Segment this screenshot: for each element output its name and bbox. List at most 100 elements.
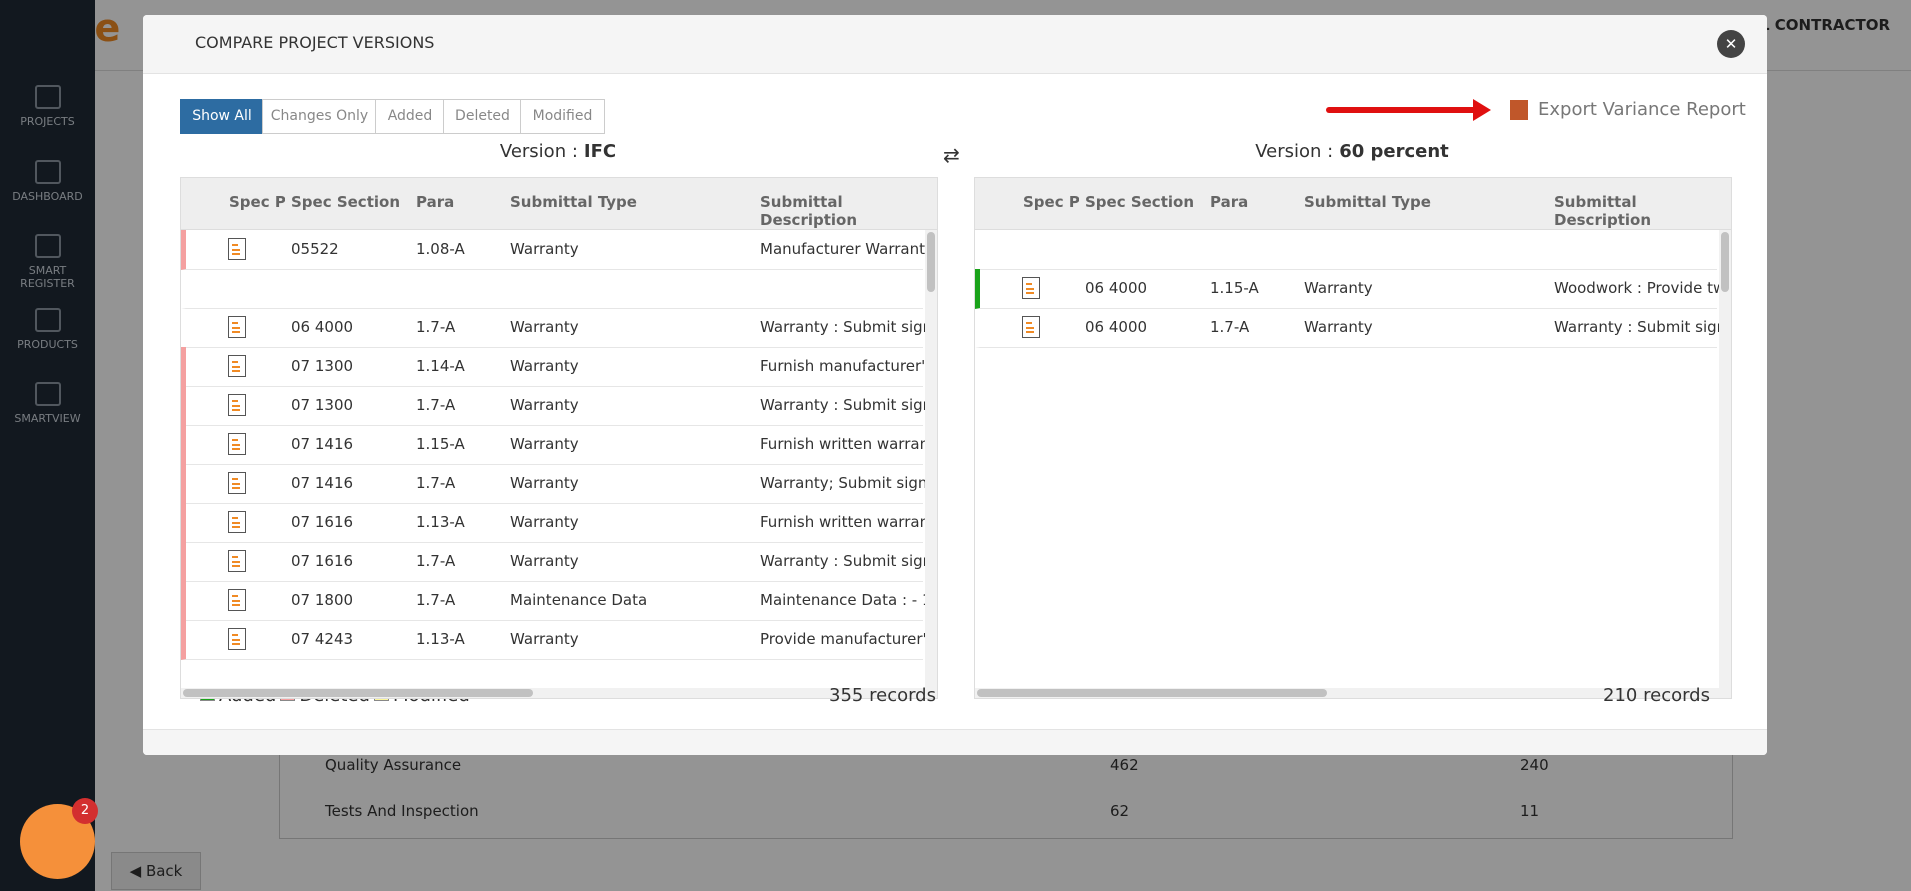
table-cell: Maintenance Data bbox=[510, 591, 648, 609]
swap-icon[interactable]: ⇄ bbox=[943, 143, 960, 167]
column-header: Submittal Description bbox=[760, 193, 858, 229]
table-cell: 1.14-A bbox=[416, 357, 465, 375]
modal: COMPARE PROJECT VERSIONS ✕ Export Varian… bbox=[143, 15, 1767, 755]
doc-icon[interactable] bbox=[228, 589, 246, 611]
table-row[interactable]: 07 4243 1.13-A Warranty Provide manufacture… bbox=[181, 620, 930, 660]
column-header: Para bbox=[1210, 193, 1249, 211]
user-name[interactable]: L CONTRACTOR bbox=[1760, 16, 1891, 34]
table-row[interactable]: 07 1616 1.13-A Warranty Furnish written war… bbox=[181, 503, 930, 543]
table-cell: Maintenance Data : - 1. bbox=[760, 591, 930, 609]
table-cell: Warranty; Submit signe bbox=[760, 474, 930, 492]
h-thumb bbox=[977, 689, 1327, 697]
table-cell: Warranty bbox=[1304, 279, 1373, 297]
export-link[interactable]: Export Variance Report bbox=[1510, 99, 1746, 120]
table-row[interactable]: 07 1416 1.7-A Warranty Warranty; Submit sig… bbox=[181, 464, 930, 504]
table-header: Spec Pl Spec Section Para Submittal Type Sub… bbox=[975, 178, 1731, 230]
table-cell: Warranty bbox=[510, 240, 579, 258]
background-cell: 240 bbox=[1520, 756, 1549, 774]
table-cell: 06 4000 bbox=[291, 318, 354, 336]
table-header: Spec Pl Spec Section Para Submittal Type Sub… bbox=[181, 178, 937, 230]
table-cell: 06 4000 bbox=[1085, 279, 1148, 297]
doc-icon[interactable] bbox=[228, 472, 246, 494]
doc-icon[interactable] bbox=[228, 316, 246, 338]
doc-icon[interactable] bbox=[1022, 277, 1040, 299]
red-arrow bbox=[1326, 107, 1476, 113]
table-cell: 1.15-A bbox=[416, 435, 465, 453]
table-row[interactable]: 06 4000 1.15-A Warranty Woodwork : Provide … bbox=[975, 269, 1724, 309]
nav-item[interactable]: PROJECTS bbox=[0, 85, 95, 128]
v-thumb bbox=[1721, 232, 1729, 292]
nav-item[interactable]: SMART REGISTER bbox=[0, 234, 95, 290]
export-label: Export Variance Report bbox=[1538, 99, 1746, 120]
filter-button[interactable]: Deleted bbox=[443, 99, 522, 134]
table-row[interactable]: 06 4000 1.7-A Warranty Warranty : Submit si… bbox=[975, 308, 1724, 348]
background-cell: 62 bbox=[1110, 802, 1130, 820]
table-cell: 1.7-A bbox=[416, 396, 456, 414]
h-thumb bbox=[183, 689, 533, 697]
table-cell: 07 1616 bbox=[291, 552, 354, 570]
back-label: Back bbox=[145, 862, 183, 880]
chat-badge: 2 bbox=[72, 798, 98, 824]
chat-button[interactable]: 2 bbox=[20, 798, 98, 879]
table-cell: Warranty : Submit signe bbox=[760, 552, 930, 570]
background-table: Quality Assurance 462 240 Tests And Inspect… bbox=[279, 745, 1733, 839]
doc-icon[interactable] bbox=[1022, 316, 1040, 338]
column-header: Submittal Type bbox=[510, 193, 637, 211]
record-count: 355 records bbox=[829, 685, 936, 706]
table-row[interactable]: 07 1416 1.15-A Warranty Furnish written war… bbox=[181, 425, 930, 465]
table-cell: 07 1300 bbox=[291, 396, 354, 414]
red-arrow-head bbox=[1473, 99, 1491, 121]
table-cell: Warranty bbox=[510, 396, 579, 414]
table-cell: 06 4000 bbox=[1085, 318, 1148, 336]
table-cell: Warranty bbox=[510, 513, 579, 531]
record-count: 210 records bbox=[1603, 685, 1710, 706]
nav-label: SMART REGISTER bbox=[20, 264, 75, 290]
doc-icon[interactable] bbox=[228, 511, 246, 533]
table-row[interactable] bbox=[181, 269, 923, 309]
column-header: Spec Pl bbox=[1023, 193, 1079, 211]
sidebar: PROJECTS DASHBOARD SMART REGISTER PRODUCTS S… bbox=[0, 0, 95, 891]
doc-icon[interactable] bbox=[228, 628, 246, 650]
table-row[interactable]: 07 1300 1.7-A Warranty Warranty : Submit si… bbox=[181, 386, 930, 426]
table-cell: 1.7-A bbox=[416, 474, 456, 492]
filter-button[interactable]: Changes Only bbox=[262, 99, 377, 134]
table-row[interactable] bbox=[975, 230, 1717, 270]
table-row[interactable]: 05522 1.08-A Warranty Manufacturer Warranty bbox=[181, 230, 930, 270]
table-row[interactable]: 06 4000 1.7-A Warranty Warranty : Submit si… bbox=[181, 308, 930, 348]
version-name: 60 percent bbox=[1339, 141, 1449, 162]
table-cell: 05522 bbox=[291, 240, 339, 258]
nav-item[interactable]: PRODUCTS bbox=[0, 308, 95, 351]
modal-title: COMPARE PROJECT VERSIONS bbox=[195, 33, 435, 52]
table-cell: 1.7-A bbox=[1210, 318, 1250, 336]
background-cell: Tests And Inspection bbox=[325, 802, 479, 820]
doc-icon[interactable] bbox=[228, 433, 246, 455]
close-button[interactable]: ✕ bbox=[1717, 30, 1745, 58]
table-cell: 1.7-A bbox=[416, 591, 456, 609]
table: Spec Pl Spec Section Para Submittal Type Sub… bbox=[974, 177, 1732, 699]
nav-item[interactable]: SMARTVIEW bbox=[0, 382, 95, 425]
table-row[interactable]: 07 1616 1.7-A Warranty Warranty : Submit si… bbox=[181, 542, 930, 582]
filter-button[interactable]: Show All bbox=[180, 99, 264, 134]
doc-icon[interactable] bbox=[228, 238, 246, 260]
background-cell: Quality Assurance bbox=[325, 756, 462, 774]
table-cell: 07 4243 bbox=[291, 630, 354, 648]
modal-header: COMPARE PROJECT VERSIONS ✕ bbox=[143, 15, 1767, 74]
doc-icon[interactable] bbox=[228, 355, 246, 377]
v-thumb bbox=[927, 232, 935, 292]
version-prefix: Version : bbox=[1255, 141, 1334, 162]
background-cell: 462 bbox=[1110, 756, 1139, 774]
v-scrollbar bbox=[1719, 230, 1731, 690]
column-header: Spec Section bbox=[1085, 193, 1194, 211]
back-button[interactable]: ◀ Back bbox=[111, 852, 201, 890]
background-cell: 11 bbox=[1520, 802, 1540, 820]
table-row[interactable]: 07 1800 1.7-A Maintenance Data Maintenance … bbox=[181, 581, 930, 621]
table-cell: Warranty : Submit signe bbox=[760, 396, 930, 414]
filter-button[interactable]: Modified bbox=[520, 99, 605, 134]
table-cell: 1.13-A bbox=[416, 513, 465, 531]
table-row[interactable]: 07 1300 1.14-A Warranty Furnish manufacture… bbox=[181, 347, 930, 387]
doc-icon[interactable] bbox=[228, 550, 246, 572]
filter-button[interactable]: Added bbox=[375, 99, 445, 134]
doc-icon[interactable] bbox=[228, 394, 246, 416]
nav-item[interactable]: DASHBOARD bbox=[0, 160, 95, 203]
